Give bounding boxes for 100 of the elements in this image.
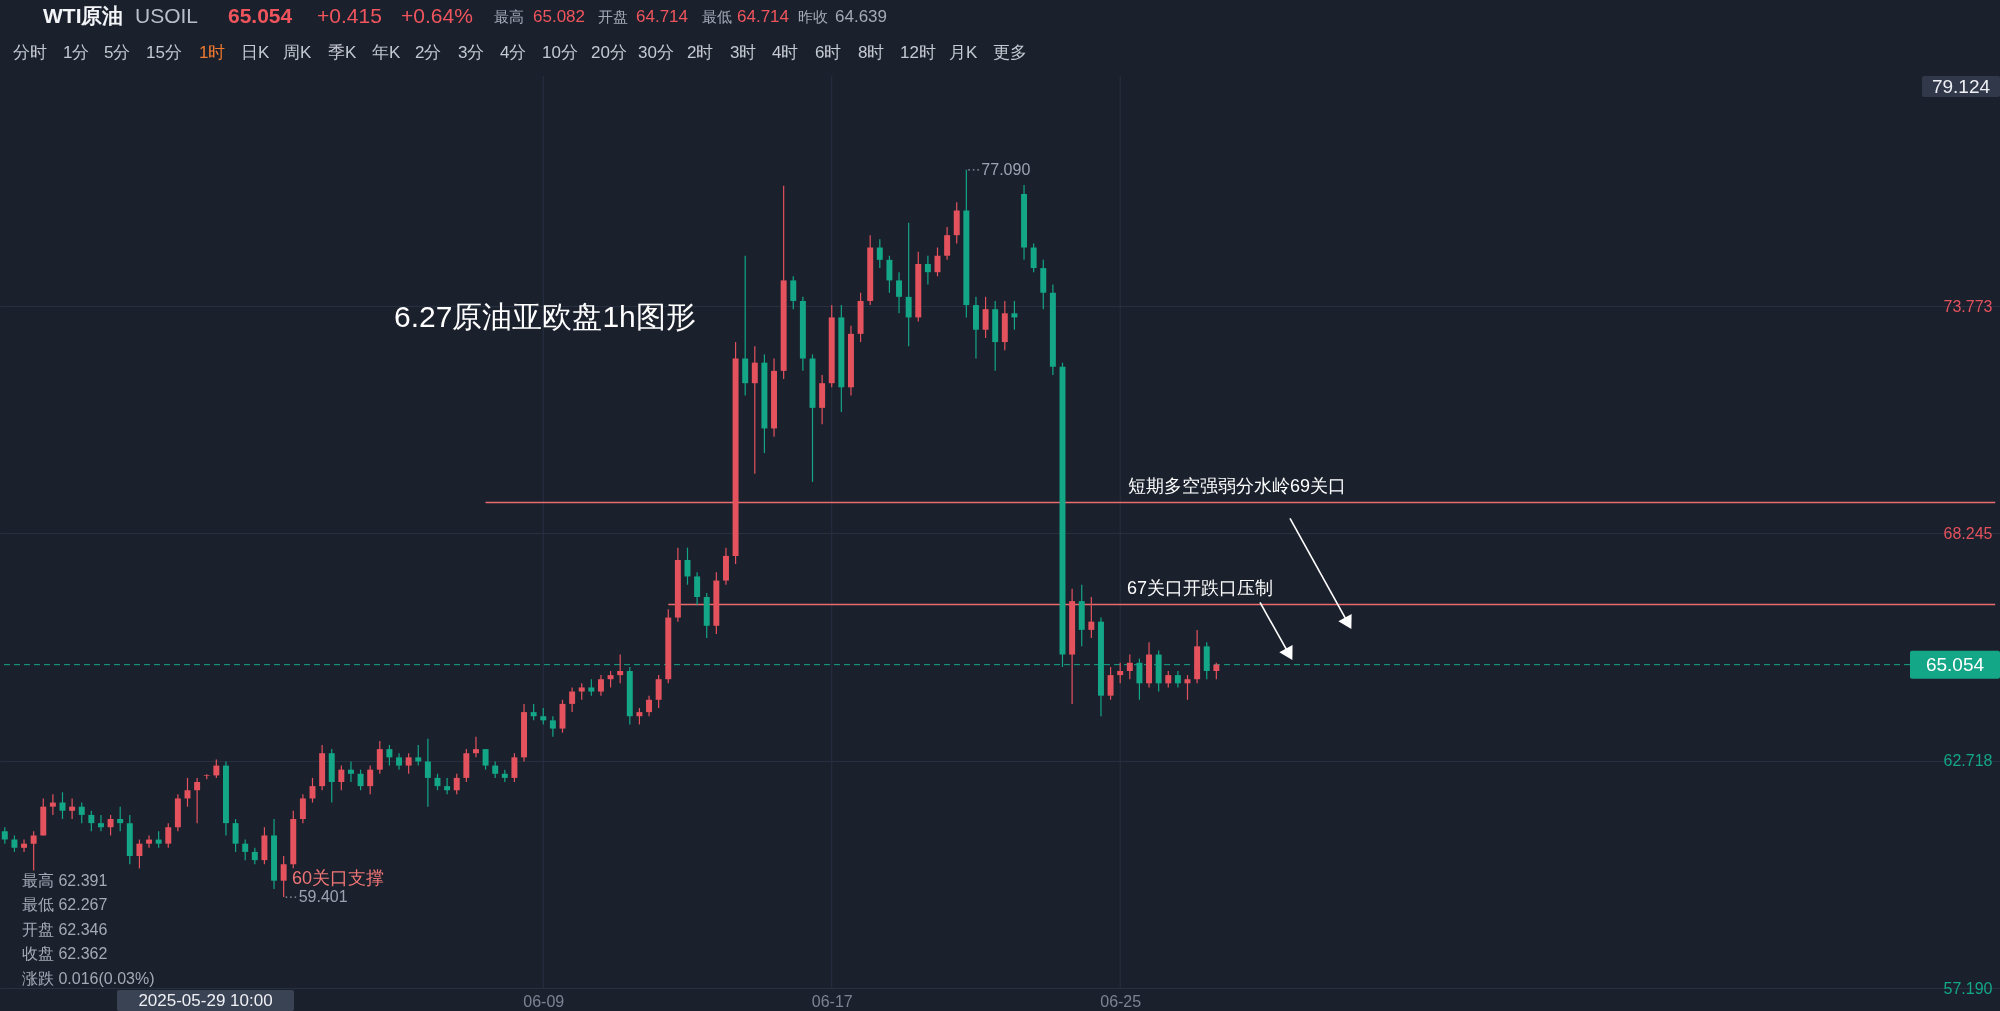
text: 2025-05-29 10:00 xyxy=(138,991,273,1010)
annotation: WTI原油 xyxy=(43,4,124,27)
ref-line-label: 65.054 xyxy=(1925,653,1985,675)
candlestick xyxy=(694,571,701,606)
annotation: 6时 xyxy=(815,43,842,62)
candlestick xyxy=(213,758,220,779)
annotation: 60关口支撑 xyxy=(292,868,385,888)
annotation: 收盘 62.362 xyxy=(22,945,108,963)
candlestick xyxy=(69,797,76,820)
y-tick-label: 62.718 xyxy=(1943,752,1993,770)
candlestick xyxy=(280,855,287,898)
candlestick xyxy=(876,238,883,269)
annotation: 最低 62.267 xyxy=(22,896,108,914)
candlestick xyxy=(78,801,85,824)
candlestick xyxy=(655,674,662,709)
annotation: 短期多空强弱分水岭69关口 xyxy=(1127,476,1347,497)
candlestick xyxy=(444,777,451,795)
candlestick xyxy=(242,838,249,861)
annotation: 59.401 xyxy=(298,888,348,906)
candlestick xyxy=(982,296,989,339)
candlestick xyxy=(751,345,758,475)
candlestick xyxy=(117,806,124,832)
candlestick xyxy=(194,777,201,824)
annotation: 4时 xyxy=(772,43,799,62)
y-tick-label: 68.245 xyxy=(1943,524,1993,542)
annotation: 周K xyxy=(283,43,312,62)
candlestick xyxy=(88,810,95,832)
annotation: 日K xyxy=(241,43,270,62)
x-tick-label: 06-17 xyxy=(811,992,853,1010)
candlestick xyxy=(617,653,624,684)
annotation: 64.639 xyxy=(835,7,887,26)
candlestick xyxy=(569,686,576,713)
annotation: 更多 xyxy=(993,43,1027,62)
candlestick xyxy=(1107,666,1114,701)
annotation: 79.124 xyxy=(1931,75,1991,97)
annotation: 月K xyxy=(949,43,978,62)
annotation: 最高 62.391 xyxy=(22,872,108,889)
annotation: 3时 xyxy=(730,43,757,62)
candlestick xyxy=(49,793,56,816)
candlestick xyxy=(232,818,239,853)
candlestick xyxy=(472,736,479,758)
annotation: 最低 xyxy=(702,8,732,25)
x-tick-label: 06-09 xyxy=(523,992,565,1010)
candlestick xyxy=(944,226,951,261)
annotation: 涨跌 0.016(0.03%) xyxy=(22,969,155,987)
annotation: 64.714 xyxy=(737,7,789,26)
annotation: 年K xyxy=(372,43,401,62)
annotation: 分时 xyxy=(12,43,47,62)
candlestick xyxy=(367,764,374,795)
annotation: 1分 xyxy=(63,43,90,62)
candlestick xyxy=(1117,662,1124,684)
y-tick-label: 57.190 xyxy=(1943,979,1993,997)
candlestick xyxy=(511,752,518,783)
x-tick-label: 06-25 xyxy=(1100,992,1142,1010)
y-tick-label: 73.773 xyxy=(1943,297,1993,315)
candlestick xyxy=(165,822,172,849)
annotation: 开盘 xyxy=(598,8,628,25)
candlestick xyxy=(896,271,903,314)
annotation: 季K xyxy=(328,43,357,62)
candlestick xyxy=(386,744,393,767)
annotation: 2分 xyxy=(415,43,442,62)
annotation: 65.054 xyxy=(228,4,293,27)
annotation: 8时 xyxy=(858,43,885,62)
candlestick xyxy=(107,814,114,837)
annotation: 10分 xyxy=(542,43,578,62)
annotation: 2时 xyxy=(687,43,714,62)
annotation: 5分 xyxy=(104,43,131,62)
annotation: 20分 xyxy=(591,43,627,62)
annotation: 3分 xyxy=(458,43,485,62)
candlestick xyxy=(376,740,383,775)
annotation: 65.082 xyxy=(533,7,585,26)
candlestick xyxy=(424,738,431,808)
annotation: 67关口开跌口压制 xyxy=(1126,578,1274,599)
candlestick xyxy=(924,255,931,286)
candlestick xyxy=(1088,596,1095,639)
candlestick xyxy=(21,838,28,853)
annotation: 30分 xyxy=(638,43,674,62)
candlestick xyxy=(1030,242,1037,273)
candlestick xyxy=(146,834,153,849)
candlestick xyxy=(886,255,893,294)
candlestick xyxy=(347,760,354,783)
candlestick xyxy=(905,222,912,347)
candlestick xyxy=(453,773,460,795)
annotation: 开盘 62.346 xyxy=(22,920,108,938)
annotation: 64.714 xyxy=(636,7,688,26)
candlestick xyxy=(1126,653,1133,680)
candlestick xyxy=(482,748,489,771)
annotation: 77.090 xyxy=(981,160,1031,178)
candlestick xyxy=(338,764,345,791)
annotation: 12时 xyxy=(900,43,936,62)
candlestick xyxy=(136,838,143,869)
candlestick xyxy=(357,769,364,791)
candlestick xyxy=(597,674,604,697)
annotation: 1时 xyxy=(199,43,226,62)
candlestick xyxy=(646,695,653,717)
annotation: 4分 xyxy=(500,43,527,62)
candlestick xyxy=(415,744,422,767)
candlestick xyxy=(30,830,37,872)
candlestick xyxy=(299,793,306,824)
candlestick xyxy=(1011,300,1018,331)
